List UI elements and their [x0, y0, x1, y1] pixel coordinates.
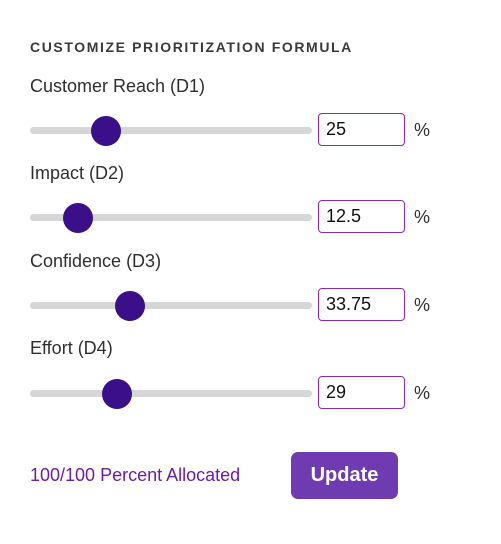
effort-label: Effort (D4) [30, 338, 113, 358]
slider-thumb[interactable] [91, 116, 122, 146]
slider-thumb[interactable] [115, 291, 146, 321]
slider-track [30, 127, 312, 134]
impact-slider[interactable] [30, 200, 312, 236]
confidence-slider[interactable] [30, 288, 312, 324]
effort-input[interactable] [318, 376, 405, 409]
percent-unit: % [414, 383, 431, 403]
percent-unit: % [414, 295, 431, 315]
slider-track [30, 214, 312, 221]
customer-reach-input[interactable] [318, 113, 405, 146]
allocation-status: 100/100 Percent Allocated [30, 465, 241, 485]
customer-reach-slider[interactable] [30, 113, 312, 149]
slider-thumb[interactable] [62, 203, 93, 233]
slider-thumb[interactable] [102, 379, 133, 409]
percent-unit: % [414, 120, 431, 140]
update-button[interactable]: Update [291, 452, 398, 499]
slider-track [30, 302, 312, 309]
percent-unit: % [414, 207, 431, 227]
effort-slider[interactable] [30, 376, 312, 412]
confidence-label: Confidence (D3) [30, 251, 162, 271]
section-title: CUSTOMIZE PRIORITIZATION FORMULA [30, 39, 353, 55]
impact-input[interactable] [318, 200, 405, 233]
customer-reach-label: Customer Reach (D1) [30, 76, 206, 96]
slider-track [30, 390, 312, 397]
confidence-input[interactable] [318, 288, 405, 321]
impact-label: Impact (D2) [30, 163, 125, 183]
